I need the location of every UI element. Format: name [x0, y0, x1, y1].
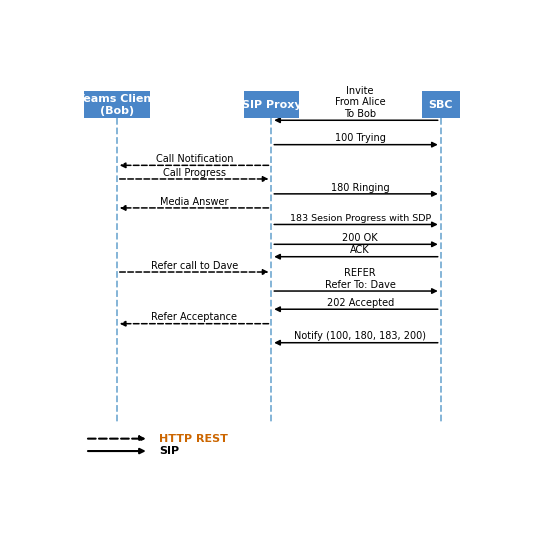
Text: 100 Trying: 100 Trying: [335, 133, 385, 143]
FancyBboxPatch shape: [244, 91, 299, 118]
Text: Call Notification: Call Notification: [156, 154, 233, 164]
Text: REFER
Refer To: Dave: REFER Refer To: Dave: [325, 268, 396, 290]
Text: SIP Proxy: SIP Proxy: [241, 100, 301, 110]
FancyBboxPatch shape: [422, 91, 460, 118]
Text: Invite
From Alice
To Bob: Invite From Alice To Bob: [335, 86, 385, 119]
Text: Call Progress: Call Progress: [163, 168, 226, 178]
Text: 183 Sesion Progress with SDP: 183 Sesion Progress with SDP: [289, 214, 431, 223]
Text: 180 Ringing: 180 Ringing: [331, 183, 389, 193]
Text: Teams Client
(Bob): Teams Client (Bob): [77, 94, 157, 115]
Text: Refer Acceptance: Refer Acceptance: [151, 313, 238, 322]
Text: SBC: SBC: [429, 100, 453, 110]
Text: Refer call to Dave: Refer call to Dave: [151, 261, 238, 271]
FancyBboxPatch shape: [84, 91, 150, 118]
Text: SIP: SIP: [159, 446, 179, 456]
Text: 202 Accepted: 202 Accepted: [327, 298, 394, 308]
Text: 200 OK: 200 OK: [342, 233, 378, 243]
Text: HTTP REST: HTTP REST: [159, 434, 228, 444]
Text: Media Answer: Media Answer: [160, 197, 229, 207]
Text: ACK: ACK: [351, 245, 370, 256]
Text: Notify (100, 180, 183, 200): Notify (100, 180, 183, 200): [294, 331, 426, 342]
